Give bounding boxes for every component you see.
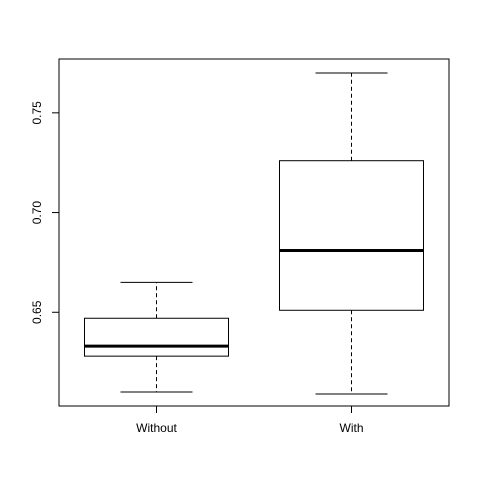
x-tick-label-with: With [340,421,364,435]
y-tick-label-2: 0.75 [30,101,44,125]
box-without [84,317,229,357]
y-tick-label-0: 0.65 [30,300,44,324]
box-with [279,160,424,311]
x-tick-label-without: Without [136,421,177,435]
plot-frame [58,58,450,407]
y-tick-label-1: 0.70 [30,201,44,225]
axis-ticks: Without With 0.65 0.70 0.75 [30,101,364,435]
boxes-layer [84,72,424,395]
